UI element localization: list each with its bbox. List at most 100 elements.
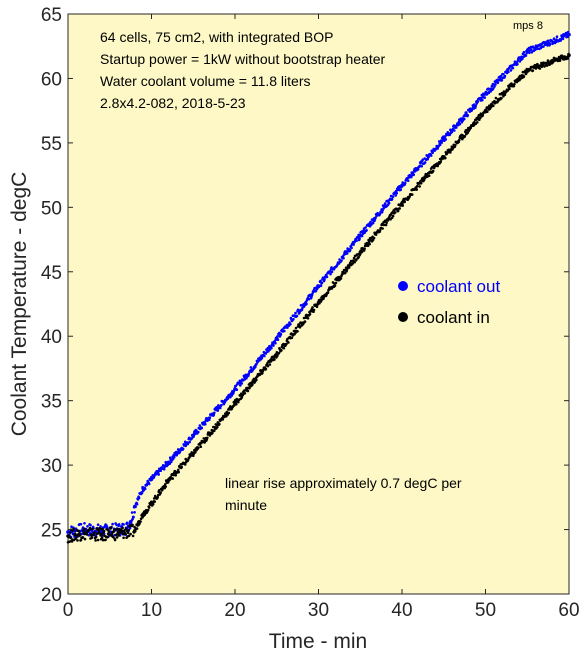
data-point	[149, 477, 154, 482]
trace-point	[305, 302, 308, 306]
trace-point	[516, 62, 519, 66]
trace-point	[330, 270, 334, 274]
trace-point	[108, 533, 111, 537]
trace-point	[439, 160, 443, 164]
trace-point	[372, 236, 376, 240]
data-point	[316, 284, 321, 288]
legend-label-coolant-out: coolant out	[417, 277, 500, 296]
trace-point	[106, 535, 109, 539]
trace-point	[348, 248, 352, 252]
trace-point	[101, 538, 105, 542]
trace-point	[229, 395, 232, 399]
data-point	[133, 529, 137, 533]
data-point	[66, 534, 70, 538]
trace-point	[303, 320, 307, 323]
trace-point	[220, 403, 223, 407]
trace-point	[172, 455, 176, 459]
trace-point	[218, 422, 221, 426]
x-tick-label: 0	[63, 600, 74, 621]
trace-point	[415, 184, 419, 188]
trace-point	[180, 465, 183, 469]
trace-point	[225, 415, 228, 418]
trace-point	[363, 247, 366, 250]
trace-point	[88, 526, 92, 530]
trace-point	[177, 470, 180, 474]
trace-point	[181, 447, 185, 451]
trace-point	[352, 243, 355, 246]
trace-point	[320, 281, 324, 285]
trace-point	[93, 531, 96, 534]
trace-point	[561, 37, 565, 41]
trace-point	[294, 311, 297, 315]
trace-point	[458, 122, 462, 126]
x-tick-label: 40	[391, 600, 412, 621]
data-point	[483, 92, 488, 96]
legend: coolant out coolant in	[398, 277, 500, 327]
trace-point	[306, 317, 310, 320]
trace-point	[290, 336, 294, 340]
trace-point	[197, 430, 200, 434]
data-point	[483, 108, 488, 113]
trace-point	[105, 528, 108, 531]
trace-point	[354, 259, 358, 262]
trace-point	[479, 116, 482, 120]
series-layer	[66, 30, 571, 544]
trace-point	[378, 229, 382, 232]
trace-point	[410, 193, 414, 196]
trace-point	[499, 77, 502, 80]
trace-point	[536, 62, 539, 66]
trace-point	[255, 378, 258, 382]
trace-point	[273, 358, 276, 361]
trace-point	[427, 155, 431, 159]
trace-point	[408, 195, 412, 198]
trace-point	[449, 128, 452, 132]
trace-point	[546, 39, 550, 43]
trace-point	[159, 491, 162, 494]
trace-point	[418, 164, 422, 168]
y-tick-label: 50	[41, 198, 62, 219]
trace-point	[287, 341, 290, 344]
trace-point	[503, 74, 507, 78]
trace-point	[333, 284, 337, 287]
x-axis-label: Time - min	[269, 630, 367, 653]
trace-point	[307, 297, 311, 301]
trace-point	[77, 529, 81, 533]
trace-point	[383, 202, 387, 205]
trace-point	[226, 397, 230, 401]
y-tick-label: 40	[41, 327, 62, 348]
trace-point	[124, 527, 128, 530]
data-point	[128, 520, 133, 524]
trace-point	[101, 527, 104, 531]
trace-point	[243, 392, 247, 395]
trace-point	[493, 85, 496, 88]
x-tick-label: 20	[224, 600, 245, 621]
trace-point	[268, 363, 272, 366]
trace-point	[286, 326, 289, 329]
trace-point	[279, 332, 283, 336]
trace-point	[419, 182, 423, 185]
trace-point	[73, 529, 77, 533]
trace-point	[260, 356, 264, 360]
data-point	[99, 532, 104, 537]
trace-point	[115, 523, 118, 527]
trace-point	[285, 342, 288, 346]
trace-point	[137, 496, 141, 500]
trace-point	[121, 532, 125, 536]
data-point	[191, 433, 196, 438]
trace-point	[454, 144, 457, 147]
trace-point	[385, 221, 388, 225]
legend-marker-coolant-out	[398, 281, 408, 291]
data-point	[166, 460, 170, 465]
trace-point	[264, 367, 268, 371]
y-axis-label: Coolant Temperature - degC	[8, 172, 31, 437]
trace-point	[127, 534, 131, 538]
trace-point	[384, 223, 388, 227]
trace-point	[345, 252, 349, 255]
trace-point	[542, 45, 545, 48]
trace-point	[188, 440, 191, 444]
y-tick-label: 20	[41, 585, 62, 606]
trace-point	[140, 491, 144, 495]
trace-point	[509, 69, 513, 72]
x-tick-label: 50	[475, 600, 496, 621]
y-tick-label: 30	[41, 456, 62, 477]
